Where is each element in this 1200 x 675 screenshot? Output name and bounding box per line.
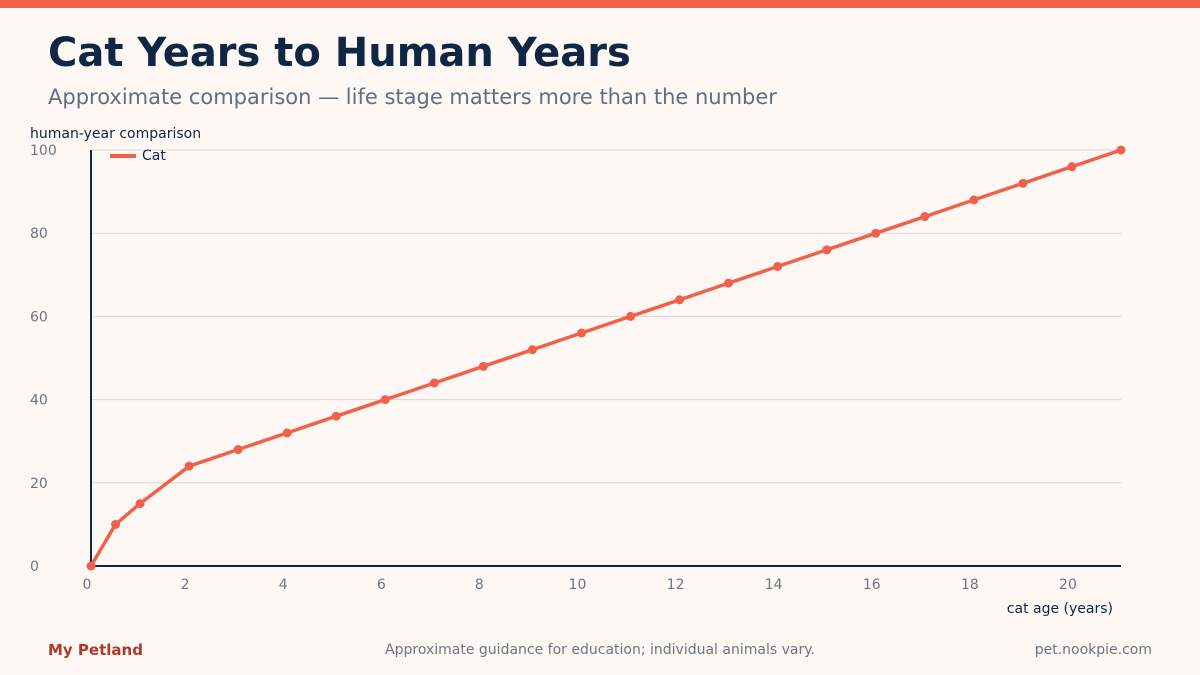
data-point <box>822 245 832 255</box>
y-tick-label: 0 <box>30 559 39 575</box>
x-axis-label: cat age (years) <box>1007 601 1113 617</box>
x-tick-label: 16 <box>863 577 881 593</box>
footer-brand: My Petland <box>48 641 143 659</box>
data-point <box>1116 145 1126 155</box>
y-tick-label: 20 <box>30 476 48 492</box>
footer-note: Approximate guidance for education; indi… <box>385 642 815 658</box>
data-point <box>478 361 488 371</box>
x-tick-label: 12 <box>667 577 685 593</box>
data-point <box>969 195 979 205</box>
y-tick-label: 100 <box>30 143 57 159</box>
data-point <box>576 328 586 338</box>
data-point <box>331 411 341 421</box>
data-point <box>871 228 881 238</box>
y-tick-label: 40 <box>30 393 48 409</box>
x-tick-label: 6 <box>377 577 386 593</box>
x-tick-label: 8 <box>475 577 484 593</box>
x-tick-label: 14 <box>765 577 783 593</box>
data-point <box>1018 178 1028 188</box>
tick-labels: 0 20 40 60 80 100 0 2 4 6 8 10 12 14 16 18 20 <box>30 143 1077 593</box>
y-tick-label: 80 <box>30 226 48 242</box>
page-subtitle: Approximate comparison — life stage matt… <box>48 85 777 109</box>
data-point <box>527 345 537 355</box>
data-point <box>135 499 145 509</box>
data-point <box>675 295 685 305</box>
data-point <box>86 561 96 571</box>
footer-url: pet.nookpie.com <box>1034 642 1152 658</box>
series-line-cat <box>89 148 1122 567</box>
data-point <box>1067 162 1077 172</box>
data-point <box>380 395 390 405</box>
data-point <box>773 261 783 271</box>
data-point <box>626 311 636 321</box>
legend: Cat <box>110 148 166 164</box>
data-point <box>184 461 194 471</box>
page-title: Cat Years to Human Years <box>48 30 631 76</box>
x-tick-label: 2 <box>181 577 190 593</box>
data-point <box>111 519 121 529</box>
axes <box>90 150 1121 567</box>
x-tick-label: 4 <box>279 577 288 593</box>
data-point <box>920 212 930 222</box>
x-tick-label: 10 <box>569 577 587 593</box>
x-tick-label: 20 <box>1059 577 1077 593</box>
x-tick-label: 18 <box>961 577 979 593</box>
series-layer <box>86 145 1126 571</box>
data-point <box>233 445 243 455</box>
data-point <box>282 428 292 438</box>
gridlines <box>91 149 1121 484</box>
y-axis-label: human-year comparison <box>30 126 201 142</box>
data-point <box>429 378 439 388</box>
legend-label-cat: Cat <box>142 148 166 164</box>
x-tick-label: 0 <box>83 577 92 593</box>
data-point <box>724 278 734 288</box>
accent-top-bar <box>0 0 1200 8</box>
y-tick-label: 60 <box>30 309 48 325</box>
